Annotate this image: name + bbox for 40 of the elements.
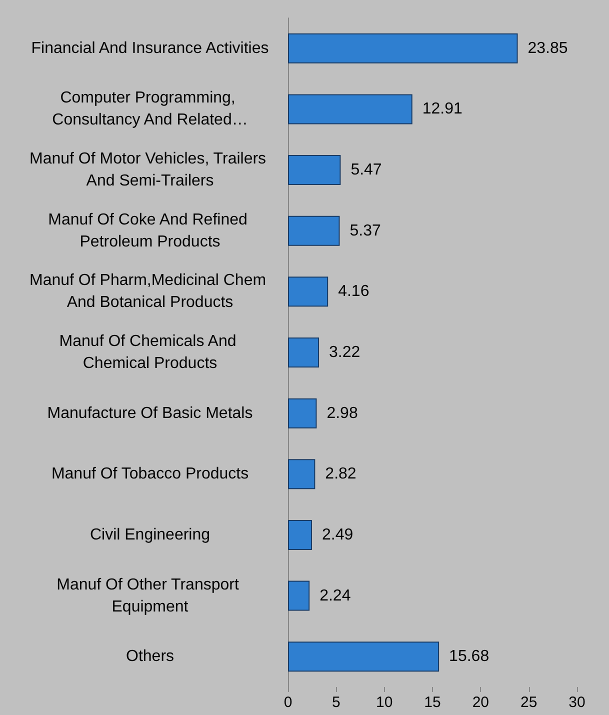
y-tick-label: Manuf Of Other Transport Equipment xyxy=(56,576,244,616)
data-label: 2.98 xyxy=(326,404,358,422)
x-tick-label: 10 xyxy=(376,694,393,711)
data-label: 2.49 xyxy=(322,526,354,544)
y-tick-label: Civil Engineering xyxy=(90,526,210,544)
y-tick-label: Manuf Of Pharm,Medicinal Chem And Botanical Products xyxy=(30,272,270,312)
x-tick-label: 20 xyxy=(472,694,490,711)
y-tick-label: Manuf Of Coke And Refined Petroleum Products xyxy=(48,211,252,250)
bar xyxy=(288,520,312,550)
bar xyxy=(288,216,340,246)
data-label: 5.47 xyxy=(350,162,382,179)
y-tick-label: Financial And Insurance Activities xyxy=(31,40,269,57)
data-label: 4.16 xyxy=(338,283,370,300)
x-tick-label: 5 xyxy=(332,694,340,711)
bar xyxy=(288,33,518,64)
data-label: 2.24 xyxy=(320,587,351,604)
y-tick-label: Manuf Of Motor Vehicles, Trailers And Semi-Trailers xyxy=(30,150,270,190)
y-tick-label: Others xyxy=(126,648,174,666)
data-label: 23.85 xyxy=(528,40,568,57)
bar xyxy=(288,276,328,307)
y-tick-label: Manuf Of Tobacco Products xyxy=(51,466,249,483)
bar xyxy=(288,94,412,124)
y-tick-label: Computer Programming, Consultancy And Related… xyxy=(52,90,248,129)
y-tick-label: Manufacture Of Basic Metals xyxy=(47,404,253,422)
bar xyxy=(288,580,310,611)
bar xyxy=(288,338,320,368)
bar xyxy=(288,642,440,672)
x-tick-label: 15 xyxy=(424,694,441,711)
data-label: 3.22 xyxy=(329,344,360,361)
x-tick-label: 30 xyxy=(568,694,586,711)
x-tick-label: 0 xyxy=(284,694,292,711)
y-tick-label: Manuf Of Chemicals And Chemical Products xyxy=(59,333,241,372)
bar xyxy=(288,398,317,428)
data-label: 5.37 xyxy=(350,222,381,240)
bar xyxy=(288,459,316,490)
data-label: 12.91 xyxy=(422,100,463,118)
data-label: 15.68 xyxy=(449,648,490,666)
data-label: 2.82 xyxy=(325,466,356,483)
x-tick-label: 25 xyxy=(520,694,538,711)
bar xyxy=(288,155,341,186)
